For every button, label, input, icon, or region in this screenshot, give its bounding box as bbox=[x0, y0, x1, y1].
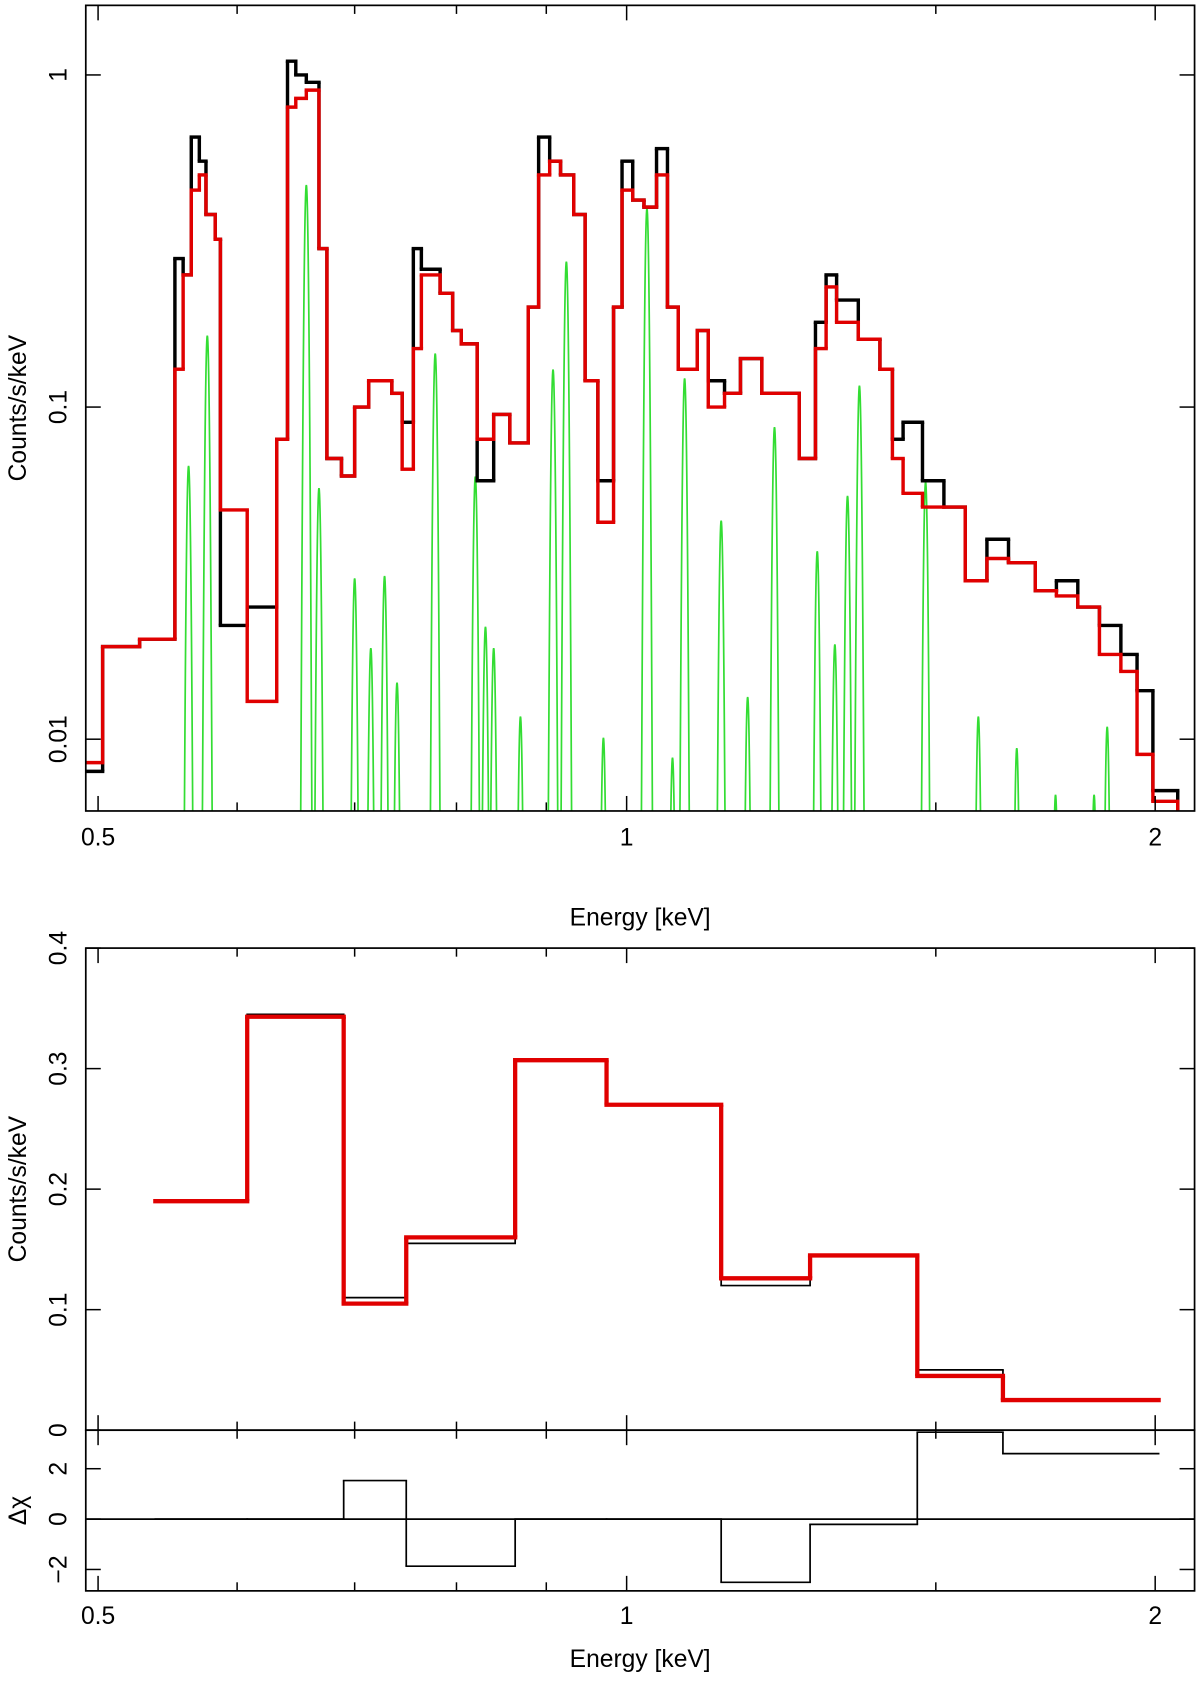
plot-area bbox=[85, 1431, 1195, 1584]
y-tick-label: 0.4 bbox=[46, 931, 73, 965]
plot-area bbox=[153, 1013, 1161, 1403]
line-component bbox=[429, 353, 441, 811]
line-component bbox=[314, 487, 324, 811]
line-component bbox=[853, 385, 865, 811]
y-axis-title: Counts/s/keV bbox=[5, 1115, 32, 1262]
line-component bbox=[600, 737, 607, 811]
step-riser bbox=[246, 1014, 1004, 1401]
line-component bbox=[299, 184, 313, 811]
line-component bbox=[560, 261, 573, 811]
line-component bbox=[517, 716, 524, 811]
x-tick-label: 2 bbox=[1148, 1603, 1162, 1630]
x-tick-label: 0.5 bbox=[81, 1603, 115, 1630]
y-axis-title: Δχ bbox=[5, 1496, 32, 1525]
step-riser bbox=[100, 61, 1180, 811]
x-tick-label: 2 bbox=[1148, 824, 1162, 851]
x-tick-label: 1 bbox=[620, 1603, 634, 1630]
line-component bbox=[393, 682, 401, 811]
line-component bbox=[350, 578, 359, 811]
step-riser bbox=[100, 90, 1180, 811]
line-component bbox=[812, 551, 822, 811]
line-component bbox=[470, 476, 481, 811]
line-component bbox=[547, 369, 559, 811]
y-tick-label: 0.01 bbox=[46, 715, 73, 763]
x-tick-label: 1 bbox=[620, 824, 634, 851]
axes-frame bbox=[84, 4, 1196, 812]
y-tick-label: 0.3 bbox=[46, 1051, 73, 1085]
line-component bbox=[831, 644, 839, 811]
x-tick-label: 0.5 bbox=[81, 824, 115, 851]
y-tick-label: 0 bbox=[46, 1512, 73, 1526]
line-component bbox=[1053, 794, 1058, 811]
axes-frame bbox=[84, 947, 1196, 1432]
line-component bbox=[920, 481, 931, 811]
step-riser bbox=[245, 1016, 1006, 1401]
axes-frame bbox=[84, 1429, 1196, 1592]
step-riser bbox=[342, 1432, 1004, 1583]
line-component bbox=[1104, 726, 1111, 811]
line-component bbox=[201, 335, 214, 811]
line-component bbox=[1092, 794, 1096, 811]
y-tick-label: 0 bbox=[46, 1423, 73, 1437]
y-axis-title: Counts/s/keV bbox=[5, 334, 32, 481]
y-tick-label: 0.2 bbox=[46, 1172, 73, 1206]
line-component bbox=[183, 465, 194, 811]
line-component bbox=[1014, 747, 1020, 811]
plot-area bbox=[85, 59, 1180, 811]
line-component bbox=[769, 427, 780, 811]
x-axis-title: Energy [keV] bbox=[570, 1646, 711, 1673]
y-tick-label: 0.1 bbox=[46, 390, 73, 424]
line-component bbox=[481, 626, 490, 811]
y-tick-label: 1 bbox=[46, 68, 73, 82]
line-component bbox=[380, 575, 389, 811]
line-component bbox=[367, 647, 375, 811]
y-tick-label: 0.1 bbox=[46, 1293, 73, 1327]
line-component bbox=[842, 495, 853, 811]
y-tick-label: −2 bbox=[46, 1555, 73, 1583]
line-component bbox=[716, 520, 726, 811]
line-component bbox=[744, 696, 751, 811]
line-component bbox=[640, 208, 654, 811]
line-component bbox=[679, 378, 691, 811]
y-tick-label: 2 bbox=[46, 1462, 73, 1476]
x-axis-title: Energy [keV] bbox=[570, 905, 711, 932]
line-component bbox=[489, 647, 498, 811]
line-component bbox=[975, 716, 982, 811]
line-component bbox=[670, 757, 675, 811]
